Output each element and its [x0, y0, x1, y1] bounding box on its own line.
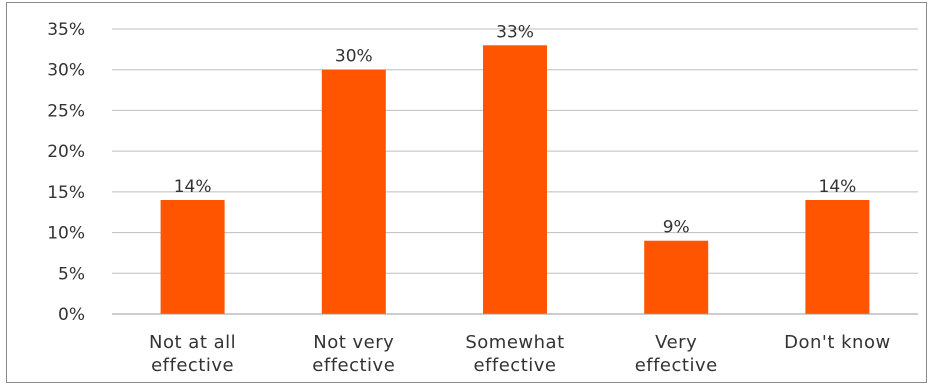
- y-tick-label: 20%: [47, 142, 85, 162]
- x-category-label: effective: [151, 355, 234, 376]
- bar-2: [483, 45, 547, 315]
- bar-0: [160, 200, 225, 314]
- x-category-label: effective: [473, 355, 556, 376]
- bars: [160, 45, 870, 315]
- y-tick-label: 10%: [47, 224, 85, 244]
- x-category-label: effective: [312, 355, 395, 376]
- x-category-label: Not at all: [149, 332, 236, 353]
- x-category-label: Somewhat: [465, 332, 564, 353]
- x-category-label: Not very: [313, 332, 394, 353]
- data-label: 33%: [496, 22, 534, 42]
- y-tick-label: 35%: [47, 20, 85, 40]
- data-label: 30%: [335, 47, 373, 67]
- data-label: 14%: [174, 177, 212, 197]
- y-tick-label: 25%: [47, 101, 85, 121]
- bar-4: [805, 200, 870, 314]
- x-category-label: effective: [635, 355, 718, 376]
- bar-1: [321, 69, 386, 314]
- bar-3: [644, 240, 709, 314]
- y-tick-label: 30%: [47, 61, 85, 81]
- y-tick-label: 0%: [58, 305, 85, 325]
- y-tick-label: 15%: [47, 183, 85, 203]
- chart-frame: [6, 2, 927, 383]
- x-category-label: Very: [655, 332, 697, 353]
- y-tick-label: 5%: [58, 264, 85, 284]
- y-axis-tick-labels: 0% 5% 10% 15% 20% 25% 30% 35%: [47, 20, 85, 325]
- x-category-label: Don't know: [784, 332, 891, 353]
- data-labels: 14% 30% 33% 9% 14%: [174, 22, 857, 237]
- data-label: 9%: [663, 218, 690, 238]
- data-label: 14%: [819, 177, 857, 197]
